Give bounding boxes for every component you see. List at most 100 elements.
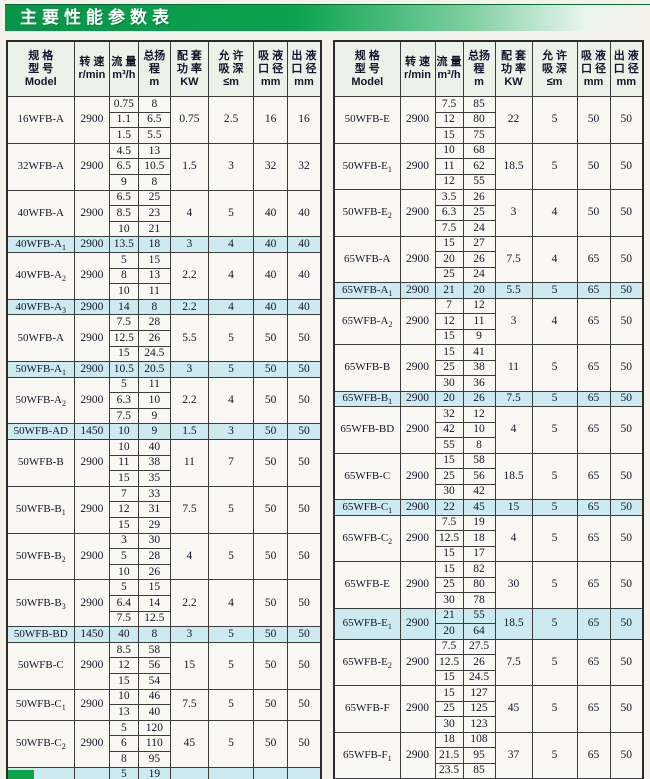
table-row: 30 123 bbox=[334, 716, 643, 733]
flow-cell: 13 bbox=[109, 704, 139, 721]
head-cell: 8 bbox=[137, 173, 172, 191]
col-header-inlet: 吸 液口 径 mm bbox=[253, 40, 288, 97]
table-row: 30 78 bbox=[334, 592, 643, 609]
flow-cell: 10 bbox=[109, 423, 139, 441]
flow-cell: 10 bbox=[109, 439, 139, 456]
rpm-cell: 2900 bbox=[73, 361, 111, 378]
flow-cell: 3.5 bbox=[434, 189, 464, 206]
inlet-cell: 50 bbox=[253, 314, 288, 363]
table-row: 65WFB-E1 2900 21 55 18.5 5 65 50 bbox=[333, 607, 644, 640]
power-cell: 37 bbox=[494, 731, 533, 779]
outlet-cell: 50 bbox=[609, 297, 644, 345]
head-cell: 8 bbox=[137, 626, 172, 643]
table-row: 65WFB-C2 2900 7.5 19 4 5 65 50 bbox=[333, 514, 644, 562]
head-cell: 26 bbox=[462, 251, 496, 268]
inlet-cell: 50 bbox=[576, 189, 611, 237]
model-cell: 32WFB-A bbox=[6, 142, 75, 191]
suction-cell: 5 bbox=[207, 719, 255, 768]
suction-cell: 4 bbox=[207, 376, 255, 425]
suction-cell: 5 bbox=[531, 96, 578, 144]
flow-cell: 20 bbox=[434, 623, 464, 640]
power-cell: 2.2 bbox=[170, 298, 209, 316]
table-row: 50WFB-B2 2900 3 30 4 5 50 50 bbox=[6, 532, 322, 581]
head-cell: 46 bbox=[137, 688, 172, 706]
col-header-suction: 允 许吸 深 ≤m bbox=[207, 40, 255, 97]
suction-cell: 2.5 bbox=[207, 96, 255, 144]
head-cell: 25 bbox=[462, 204, 496, 221]
suction-cell: 4 bbox=[531, 189, 578, 237]
head-cell: 31 bbox=[137, 501, 172, 519]
power-cell: 18.5 bbox=[494, 142, 533, 190]
model-cell: 50WFB-A bbox=[6, 314, 75, 363]
flow-cell: 15 bbox=[109, 672, 139, 690]
col-header-power: 配 套功 率 KW bbox=[494, 40, 533, 97]
flow-cell: 5 bbox=[109, 579, 139, 596]
suction-cell: 5 bbox=[531, 406, 578, 454]
head-cell: 26 bbox=[462, 189, 496, 206]
table-row: 6.4 14 bbox=[7, 595, 321, 612]
inlet-cell: 50 bbox=[253, 688, 288, 721]
rpm-cell: 2900 bbox=[73, 189, 111, 238]
power-cell: 4 bbox=[170, 532, 209, 581]
power-cell: 4 bbox=[494, 514, 533, 562]
rpm-cell: 2900 bbox=[73, 298, 111, 316]
flow-cell: 5 bbox=[109, 251, 139, 269]
flow-cell: 30 bbox=[434, 375, 464, 392]
table-row: 50WFB-A2 2900 5 11 2.2 4 50 50 bbox=[6, 376, 322, 425]
flow-cell: 15 bbox=[434, 545, 464, 562]
model-cell: 50WFB-BD bbox=[6, 626, 75, 643]
inlet-cell: 65 bbox=[576, 406, 611, 454]
flow-cell: 6.4 bbox=[109, 595, 139, 612]
outlet-cell: 50 bbox=[609, 96, 644, 144]
flow-cell: 12.5 bbox=[434, 530, 464, 547]
inlet-cell: 65 bbox=[576, 607, 611, 640]
outlet-cell: 50 bbox=[286, 719, 322, 768]
inlet-cell: 50 bbox=[253, 626, 288, 643]
power-cell: 15 bbox=[494, 499, 533, 516]
suction-cell: 5 bbox=[531, 499, 578, 516]
head-cell: 95 bbox=[462, 747, 496, 764]
model-cell: 50WFB-E2 bbox=[333, 189, 401, 237]
power-cell: 4 bbox=[494, 406, 533, 454]
suction-cell: 4 bbox=[207, 251, 255, 300]
table-row: 15 29 bbox=[7, 517, 321, 534]
col-header-flow: 流 量 m³/h bbox=[109, 40, 139, 97]
table-row: 6.3 25 bbox=[334, 204, 643, 221]
head-cell: 12 bbox=[462, 297, 496, 314]
page-title-bar: 主要性能参数表 bbox=[5, 4, 650, 31]
table-row: 55 8 bbox=[334, 437, 643, 454]
flow-cell: 21 bbox=[434, 282, 464, 299]
inlet-cell: 65 bbox=[576, 561, 611, 609]
flow-cell: 32 bbox=[434, 406, 464, 423]
col-header-flow: 流 量 m³/h bbox=[434, 40, 464, 97]
head-cell: 85 bbox=[462, 96, 496, 113]
flow-cell: 6 bbox=[109, 735, 139, 752]
suction-cell: 5 bbox=[531, 607, 578, 640]
head-cell: 11 bbox=[137, 283, 172, 300]
head-cell: 45 bbox=[462, 499, 496, 516]
head-cell: 26 bbox=[137, 563, 172, 581]
outlet-cell: 50 bbox=[286, 766, 322, 779]
outlet-cell: 50 bbox=[286, 626, 322, 643]
rpm-cell: 2900 bbox=[399, 638, 436, 686]
inlet-cell: 50 bbox=[253, 485, 288, 534]
inlet-cell: 40 bbox=[253, 298, 288, 316]
table-row: 15 75 bbox=[334, 127, 643, 144]
model-cell: 50WFB-E1 bbox=[333, 142, 401, 190]
inlet-cell: 16 bbox=[253, 96, 288, 144]
flow-cell: 7.5 bbox=[109, 407, 139, 425]
head-cell: 85 bbox=[462, 762, 496, 779]
table-row: 50WFB-B 2900 10 40 11 7 50 50 bbox=[6, 439, 322, 487]
power-cell: 30 bbox=[494, 561, 533, 609]
head-cell: 27 bbox=[462, 235, 496, 252]
power-cell: 15 bbox=[170, 641, 209, 690]
head-cell: 8 bbox=[137, 96, 172, 113]
head-cell: 28 bbox=[137, 314, 172, 331]
head-cell: 80 bbox=[462, 576, 496, 593]
head-cell: 27.5 bbox=[462, 638, 496, 655]
head-cell: 54 bbox=[137, 672, 172, 690]
suction-cell: 5 bbox=[207, 626, 255, 643]
flow-cell: 15 bbox=[434, 235, 464, 252]
col-header-outlet: 出 液口 径 mm bbox=[609, 40, 644, 97]
rpm-cell: 2900 bbox=[73, 719, 111, 768]
